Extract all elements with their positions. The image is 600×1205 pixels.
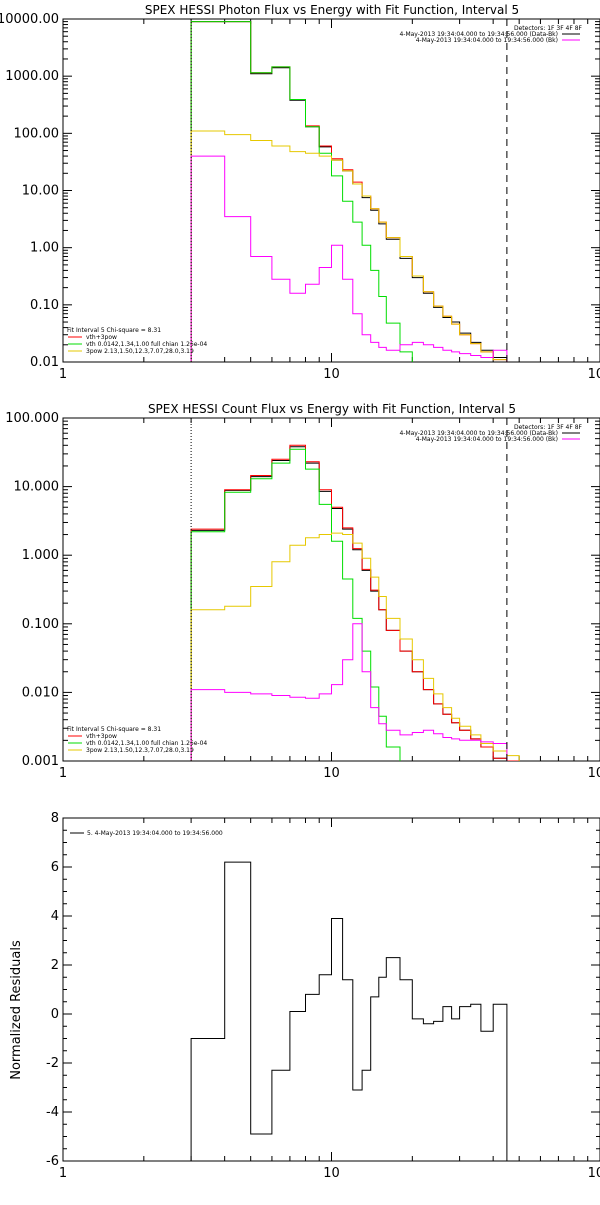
y-tick-label: 0.100: [22, 617, 59, 632]
series-layer: [190, 861, 508, 1161]
y-tick-label: 0.10: [30, 298, 59, 313]
x-tick-label: 10: [323, 1166, 340, 1181]
fit-legend-total: vth+3pow: [86, 334, 117, 341]
y-tick-label: 1.00: [30, 241, 59, 256]
legend-detectors: Detectors: 1F 3F 4F 8F: [514, 424, 583, 431]
plot-frame: [62, 817, 600, 1162]
chart-title: SPEX HESSI Photon Flux vs Energy with Fi…: [145, 3, 519, 17]
x-tick-label: 1: [59, 367, 67, 382]
y-tick-label: 1.000: [22, 548, 59, 563]
series-3pow: [190, 130, 508, 362]
legend-data-label: 4-May-2013 19:34:04.000 to 19:34:56.000 …: [399, 430, 558, 437]
x-tick-label: 1: [59, 766, 67, 781]
series-layer: [190, 21, 508, 362]
x-tick-label: 1: [59, 1166, 67, 1181]
y-tick-label: -4: [46, 1105, 59, 1120]
fit-legend-3pow: 3pow 2.13,1.50,12.3,7.07,28.0,3.19: [86, 348, 194, 355]
x-tick-label: 10: [323, 367, 340, 382]
y-tick-label: 0: [51, 1007, 59, 1022]
photon-flux-panel: SPEX HESSI Photon Flux vs Energy with Fi…: [0, 3, 600, 382]
series-vth: [190, 21, 413, 362]
y-tick-label: -6: [46, 1154, 59, 1169]
legend-bk-label: 4-May-2013 19:34:04.000 to 19:34:56.000 …: [416, 37, 558, 44]
residual-legend-label: 5. 4-May-2013 19:34:04.000 to 19:34:56.0…: [87, 830, 223, 837]
fit-legend-vth: vth 0.0142,1.34,1.00 full chian 1.26e-04: [86, 341, 207, 348]
x-tick-label: 100: [588, 1166, 600, 1181]
series-bk: [190, 623, 508, 761]
y-tick-label: 8: [51, 811, 59, 826]
y-tick-label: 6: [51, 860, 59, 875]
y-tick-label: 2: [51, 958, 59, 973]
y-tick-label: 100.000: [5, 411, 59, 426]
count-flux-panel: SPEX HESSI Count Flux vs Energy with Fit…: [5, 402, 600, 781]
series-data: [190, 861, 508, 1161]
fit-legend-3pow: 3pow 2.13,1.50,12.3,7.07,28.0,3.19: [86, 747, 194, 754]
series-total-fit: [190, 21, 508, 362]
plot-frame: [62, 18, 600, 363]
fit-legend-header: Fit Interval 5 Chi-square = 8.31: [67, 726, 161, 733]
legend-bk-label: 4-May-2013 19:34:04.000 to 19:34:56.000 …: [416, 436, 558, 443]
series-3pow: [190, 532, 520, 761]
fit-legend-total: vth+3pow: [86, 733, 117, 740]
legend-detectors: Detectors: 1F 3F 4F 8F: [514, 25, 583, 32]
y-tick-label: 4: [51, 909, 59, 924]
y-tick-label: 10.000: [14, 480, 60, 495]
x-tick-label: 100: [588, 367, 600, 382]
fit-legend-header: Fit Interval 5 Chi-square = 8.31: [67, 327, 161, 334]
x-tick-label: 10: [323, 766, 340, 781]
y-tick-label: 0.010: [22, 685, 59, 700]
y-tick-label: 0.001: [22, 754, 59, 769]
plot-frame: [62, 417, 600, 762]
series-vth: [190, 448, 401, 761]
residuals-panel: 5. 4-May-2013 19:34:04.000 to 19:34:56.0…: [9, 811, 600, 1181]
x-tick-label: 100: [588, 766, 600, 781]
fit-legend-vth: vth 0.0142,1.34,1.00 full chian 1.26e-04: [86, 740, 207, 747]
y-tick-label: 10000.00: [0, 12, 59, 27]
y-tick-label: 1000.00: [5, 69, 59, 84]
y-axis-label: Normalized Residuals: [9, 940, 24, 1080]
y-tick-label: 100.00: [14, 126, 60, 141]
y-tick-label: -2: [46, 1056, 59, 1071]
series-layer: [190, 444, 520, 761]
y-tick-label: 10.00: [22, 184, 59, 199]
y-tick-label: 0.01: [30, 355, 59, 370]
series-data: [190, 21, 508, 362]
legend-data-label: 4-May-2013 19:34:04.000 to 19:34:56.000 …: [399, 31, 558, 38]
series-bk: [190, 155, 508, 362]
chart-title: SPEX HESSI Count Flux vs Energy with Fit…: [148, 402, 516, 416]
